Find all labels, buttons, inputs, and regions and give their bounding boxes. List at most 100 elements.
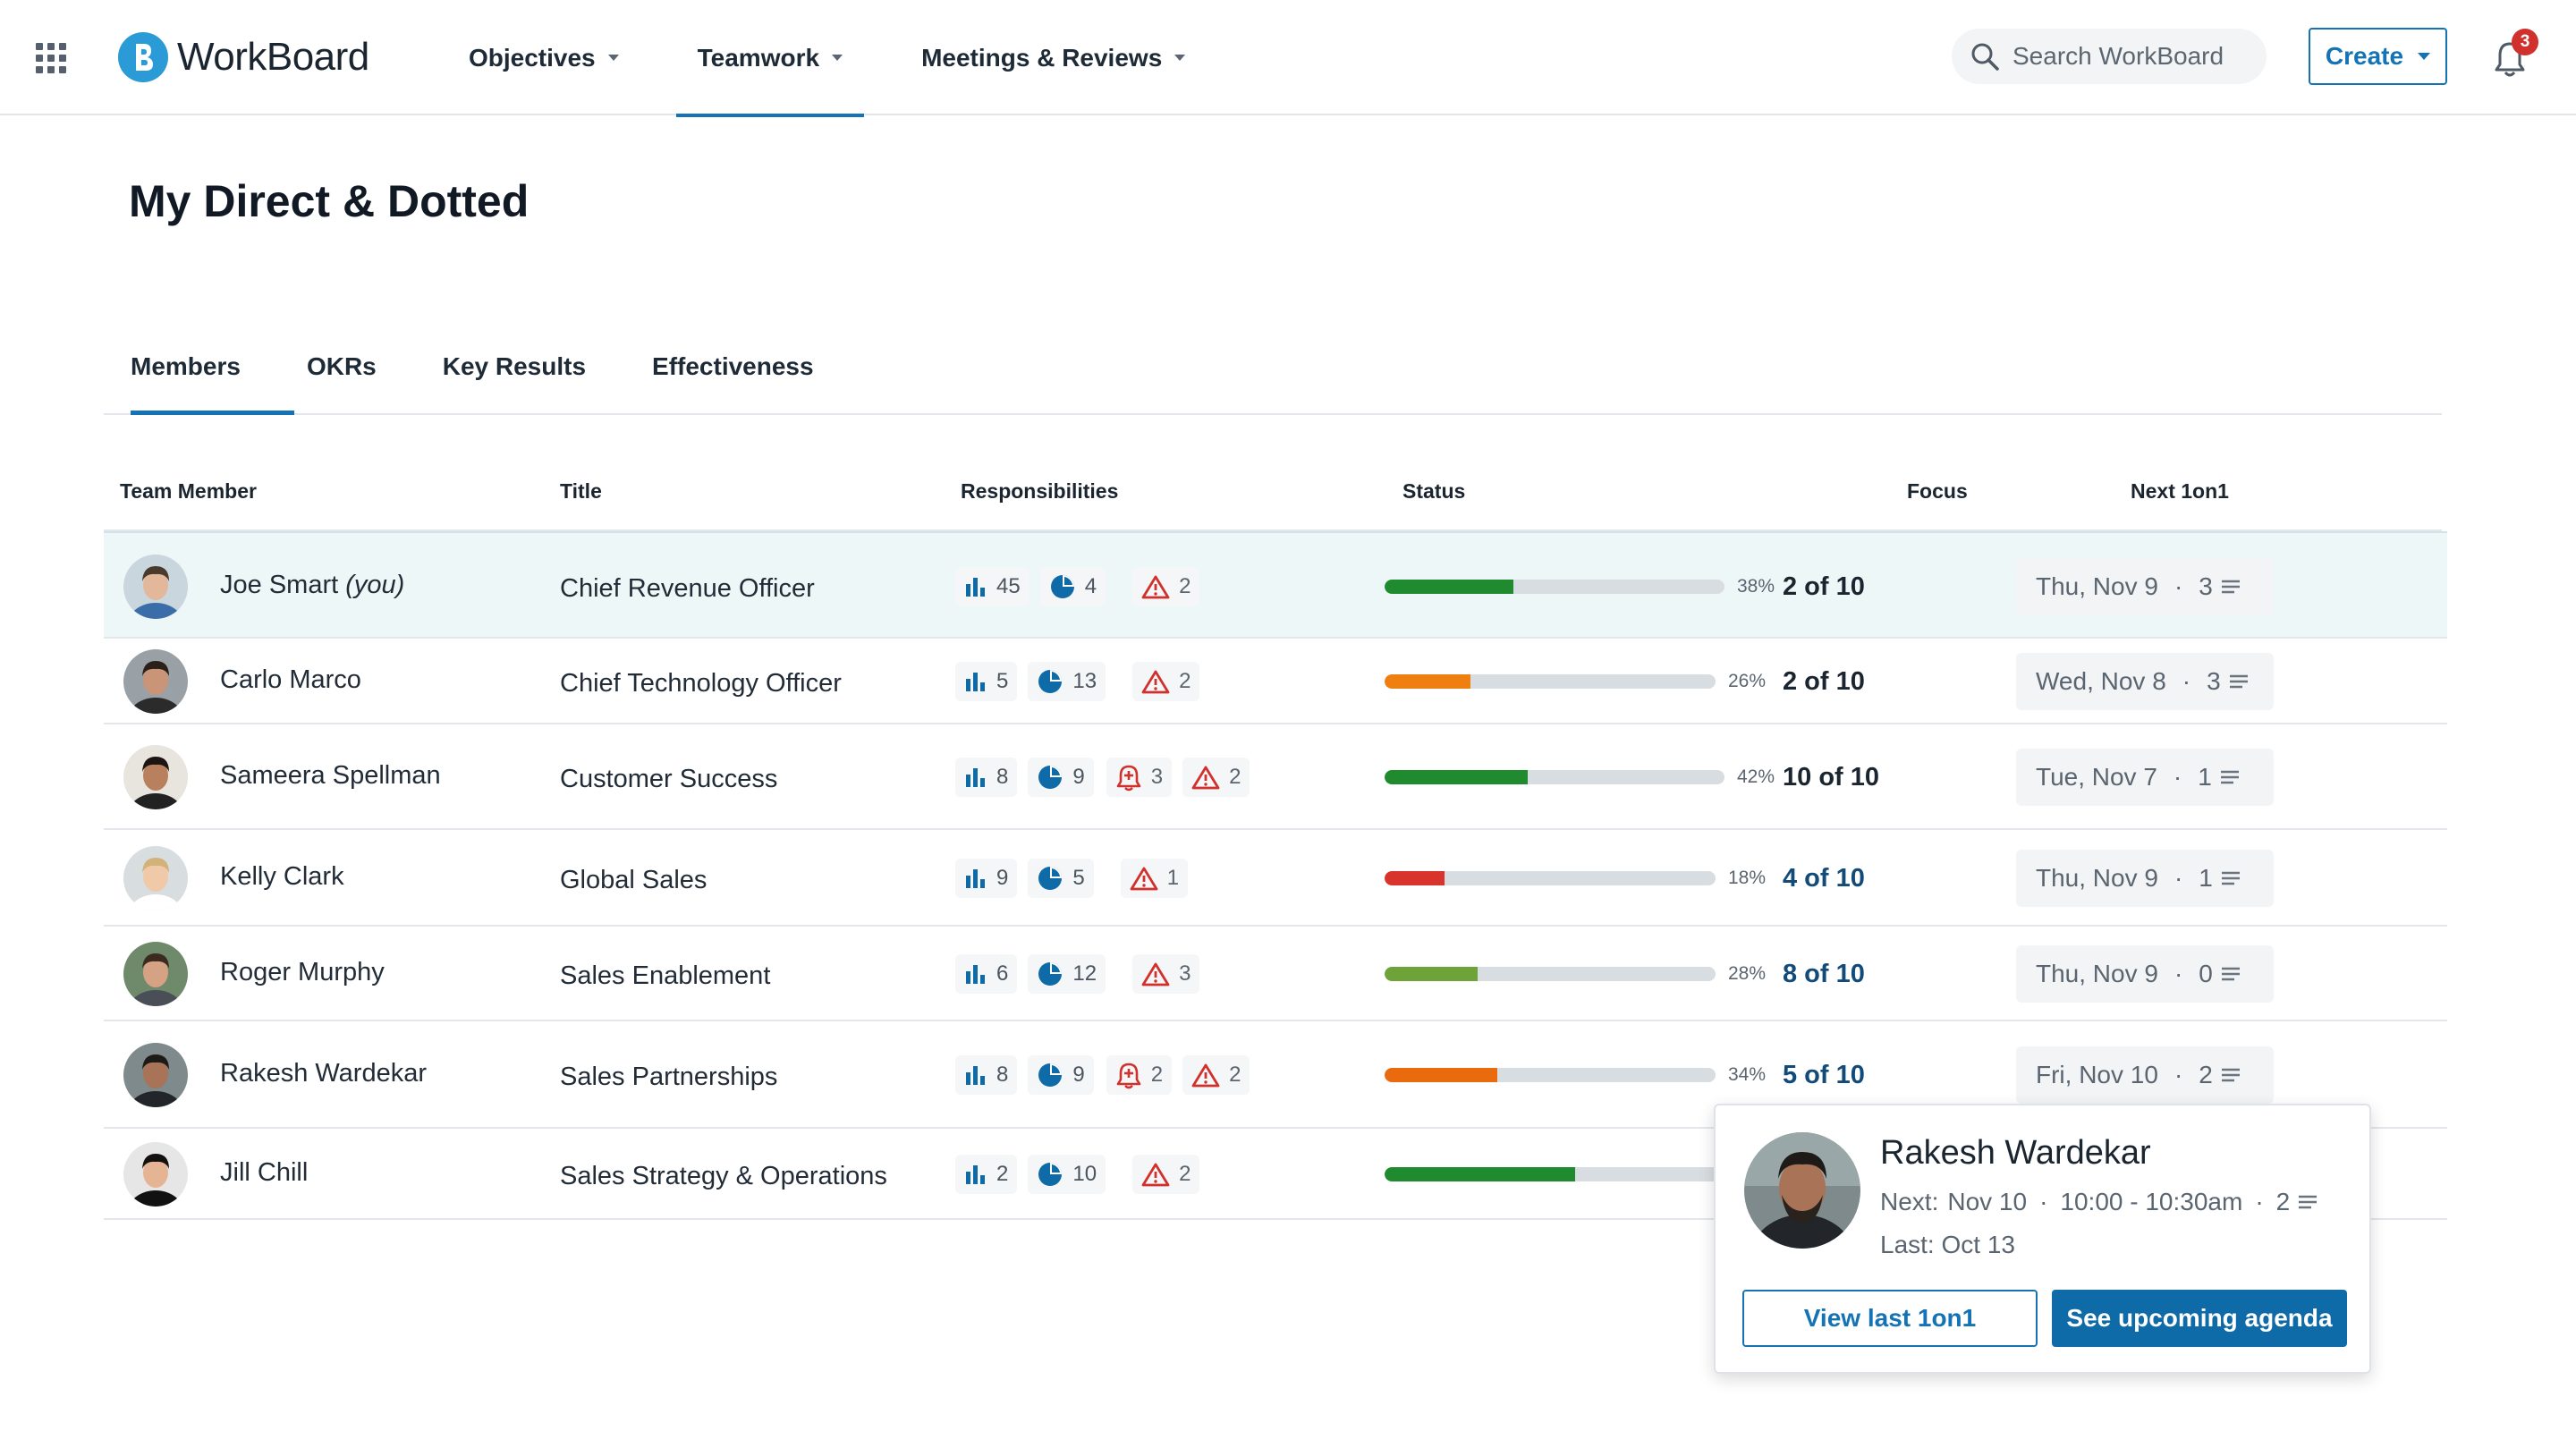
avatar[interactable] bbox=[123, 555, 188, 619]
member-name[interactable]: Joe Smart (you) bbox=[220, 571, 404, 600]
next-date: Fri, Nov 10 bbox=[2036, 1061, 2158, 1088]
agenda-count: 3 bbox=[2207, 667, 2221, 695]
next-date: Thu, Nov 9 bbox=[2036, 572, 2158, 600]
focus-value[interactable]: 5 of 10 bbox=[1783, 1061, 1865, 1089]
objectives-chip[interactable]: 12 bbox=[1028, 954, 1106, 994]
responsibilities: 9 5 1 bbox=[955, 859, 1199, 898]
column-header-team-member[interactable]: Team Member bbox=[120, 479, 257, 503]
focus-value[interactable]: 10 of 10 bbox=[1783, 763, 1879, 792]
risks-chip[interactable]: 2 bbox=[1182, 758, 1250, 797]
search-box[interactable] bbox=[1952, 29, 2267, 84]
create-button[interactable]: Create bbox=[2309, 28, 2447, 85]
member-name-text: Joe Smart bbox=[220, 571, 339, 599]
member-name[interactable]: Carlo Marco bbox=[220, 665, 361, 695]
apps-grid-icon[interactable] bbox=[36, 43, 66, 73]
metrics-chip[interactable]: 9 bbox=[955, 859, 1018, 898]
metrics-chip[interactable]: 6 bbox=[955, 954, 1018, 994]
objectives-chip[interactable]: 9 bbox=[1028, 1055, 1094, 1095]
metrics-chip[interactable]: 5 bbox=[955, 662, 1018, 701]
avatar[interactable] bbox=[123, 942, 188, 1006]
member-name[interactable]: Roger Murphy bbox=[220, 958, 385, 987]
next-1on1-chip[interactable]: Thu, Nov 9 · 1 bbox=[2016, 850, 2274, 907]
risks-count: 2 bbox=[1229, 1063, 1241, 1087]
member-name[interactable]: Jill Chill bbox=[220, 1158, 308, 1188]
objectives-chip[interactable]: 5 bbox=[1028, 859, 1094, 898]
next-1on1-chip[interactable]: Wed, Nov 8 · 3 bbox=[2016, 653, 2274, 710]
search-input[interactable] bbox=[2012, 42, 2245, 71]
metrics-bar-chart-icon bbox=[966, 869, 985, 888]
column-header-focus[interactable]: Focus bbox=[1907, 479, 1968, 503]
logo-icon bbox=[118, 32, 168, 82]
nav-objectives[interactable]: Objectives bbox=[447, 0, 640, 115]
table-row[interactable]: Carlo Marco Chief Technology Officer 5 13 2 2… bbox=[104, 639, 2447, 724]
status-progress-bar bbox=[1385, 871, 1716, 885]
member-title: Sales Strategy & Operations bbox=[560, 1162, 887, 1190]
risks-chip[interactable]: 2 bbox=[1132, 662, 1200, 701]
next-1on1-chip[interactable]: Fri, Nov 10 · 2 bbox=[2016, 1046, 2274, 1104]
metrics-bar-chart-icon bbox=[966, 1066, 985, 1085]
metrics-bar-chart-icon bbox=[966, 578, 985, 597]
risks-chip[interactable]: 3 bbox=[1132, 954, 1200, 994]
column-header-responsibilities[interactable]: Responsibilities bbox=[961, 479, 1119, 503]
member-name[interactable]: Rakesh Wardekar bbox=[220, 1059, 427, 1088]
view-last-1on1-button[interactable]: View last 1on1 bbox=[1742, 1290, 2038, 1347]
next-1on1-chip[interactable]: Thu, Nov 9 · 3 bbox=[2016, 558, 2274, 615]
objectives-chip[interactable]: 13 bbox=[1028, 662, 1106, 701]
focus-value[interactable]: 2 of 10 bbox=[1783, 572, 1865, 601]
table-row[interactable]: Roger Murphy Sales Enablement 6 12 3 28% 8 of … bbox=[104, 927, 2447, 1021]
metrics-chip[interactable]: 8 bbox=[955, 1055, 1018, 1095]
risks-chip[interactable]: 2 bbox=[1132, 1155, 1200, 1194]
avatar[interactable] bbox=[123, 1142, 188, 1207]
responsibilities: 45 4 2 bbox=[955, 567, 1210, 606]
focus-value[interactable]: 4 of 10 bbox=[1783, 864, 1865, 893]
risks-chip[interactable]: 2 bbox=[1132, 567, 1200, 606]
focus-value[interactable]: 8 of 10 bbox=[1783, 960, 1865, 988]
see-upcoming-agenda-button[interactable]: See upcoming agenda bbox=[2052, 1290, 2347, 1347]
column-header-status[interactable]: Status bbox=[1402, 479, 1466, 503]
member-title: Global Sales bbox=[560, 866, 708, 894]
objectives-count: 5 bbox=[1072, 866, 1085, 890]
metrics-count: 8 bbox=[996, 765, 1009, 789]
avatar[interactable] bbox=[123, 846, 188, 910]
metrics-chip[interactable]: 2 bbox=[955, 1155, 1018, 1194]
metrics-chip[interactable]: 8 bbox=[955, 758, 1018, 797]
tab-okrs[interactable]: OKRs bbox=[306, 352, 377, 380]
tab-effectiveness[interactable]: Effectiveness bbox=[652, 352, 814, 380]
objectives-chip[interactable]: 10 bbox=[1028, 1155, 1106, 1194]
risks-chip[interactable]: 2 bbox=[1182, 1055, 1250, 1095]
alerts-chip[interactable]: 2 bbox=[1106, 1055, 1173, 1095]
tab-members[interactable]: Members bbox=[104, 320, 294, 415]
table-row[interactable]: Jill Chill Sales Strategy & Operations 2 10… bbox=[104, 1129, 2447, 1220]
metrics-chip[interactable]: 45 bbox=[955, 567, 1030, 606]
popover-last-meeting: Last: Oct 13 bbox=[1880, 1231, 2015, 1258]
table-row[interactable]: Sameera Spellman Customer Success 8 9 3 2 42% 1… bbox=[104, 724, 2447, 830]
member-name[interactable]: Sameera Spellman bbox=[220, 761, 441, 791]
avatar[interactable] bbox=[123, 745, 188, 809]
popover-next-meeting: Next: Nov 10 · 10:00 - 10:30am · 2 bbox=[1880, 1188, 2318, 1216]
column-header-next-1on1[interactable]: Next 1on1 bbox=[2131, 479, 2229, 503]
table-row[interactable]: Kelly Clark Global Sales 9 5 1 18% 4 of 10 Thu,… bbox=[104, 830, 2447, 927]
nav-meetings-reviews[interactable]: Meetings & Reviews bbox=[900, 0, 1207, 115]
workboard-logo[interactable]: WorkBoard bbox=[118, 32, 369, 82]
status-progress-fill bbox=[1385, 1167, 1575, 1181]
nav-teamwork[interactable]: Teamwork bbox=[675, 0, 865, 117]
avatar[interactable] bbox=[123, 649, 188, 714]
avatar[interactable] bbox=[123, 1043, 188, 1107]
next-1on1-chip[interactable]: Tue, Nov 7 · 1 bbox=[2016, 749, 2274, 806]
table-row[interactable]: Rakesh Wardekar Sales Partnerships 8 9 2 2 34%… bbox=[104, 1021, 2447, 1129]
next-1on1-chip[interactable]: Thu, Nov 9 · 0 bbox=[2016, 945, 2274, 1003]
you-label: (you) bbox=[345, 571, 405, 599]
app-name: WorkBoard bbox=[177, 35, 369, 79]
objectives-chip[interactable]: 9 bbox=[1028, 758, 1094, 797]
risks-count: 1 bbox=[1166, 866, 1180, 890]
objectives-chip[interactable]: 4 bbox=[1039, 567, 1106, 606]
tab-key-results[interactable]: Key Results bbox=[442, 352, 587, 380]
member-name[interactable]: Kelly Clark bbox=[220, 862, 344, 892]
focus-value[interactable]: 2 of 10 bbox=[1783, 667, 1865, 696]
metrics-count: 8 bbox=[996, 1063, 1009, 1087]
alerts-chip[interactable]: 3 bbox=[1106, 758, 1173, 797]
column-header-title[interactable]: Title bbox=[560, 479, 602, 503]
table-row[interactable]: Joe Smart (you) Chief Revenue Officer 45 4 2… bbox=[104, 531, 2447, 639]
risks-chip[interactable]: 1 bbox=[1120, 859, 1189, 898]
status-progress-fill bbox=[1385, 1068, 1497, 1082]
